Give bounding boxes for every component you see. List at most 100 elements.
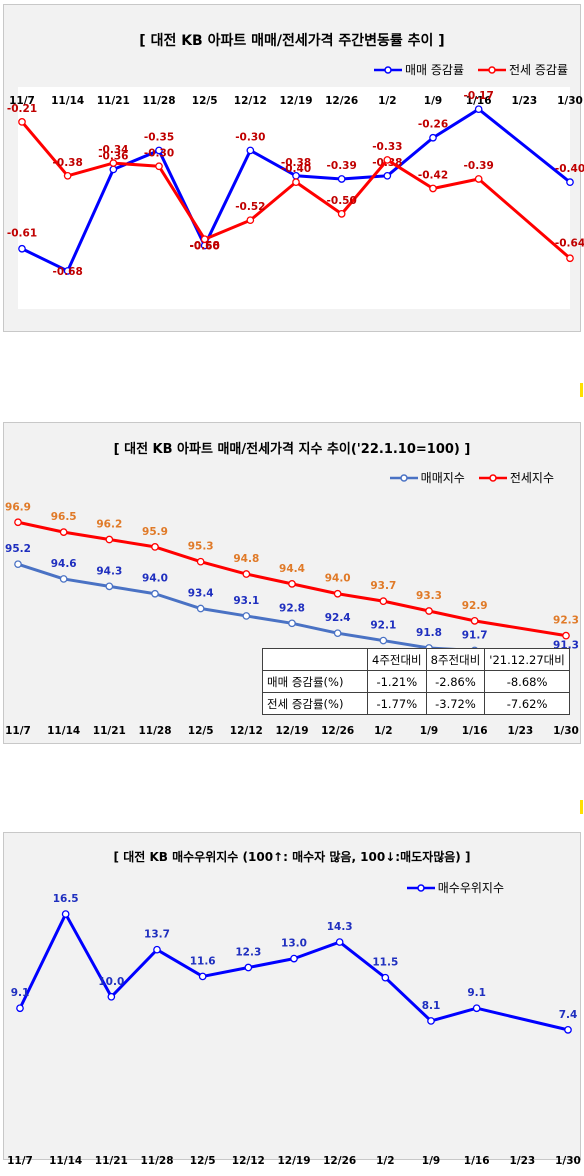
data-label: 95.3 bbox=[188, 541, 214, 553]
table-cell: -1.21% bbox=[367, 670, 427, 693]
x-tick-label: 11/7 bbox=[5, 725, 31, 737]
data-label: 16.5 bbox=[53, 893, 79, 905]
legend-label-jeonse-index: 전세지수 bbox=[509, 471, 554, 485]
x-tick-label: 1/16 bbox=[462, 725, 488, 737]
data-label: 93.4 bbox=[188, 588, 214, 600]
data-label: 11.6 bbox=[190, 955, 216, 967]
x-tick-label: 12/19 bbox=[275, 725, 308, 737]
x-tick-label: 11/21 bbox=[97, 95, 130, 107]
x-tick-label: 1/9 bbox=[420, 725, 438, 737]
data-label: -0.50 bbox=[327, 195, 357, 207]
table-cell: -8.68% bbox=[484, 670, 570, 693]
data-label: 92.4 bbox=[325, 612, 351, 624]
data-label: 93.1 bbox=[233, 595, 259, 607]
data-point bbox=[18, 244, 26, 253]
table-header-cell: 4주전대비 bbox=[367, 648, 427, 671]
x-tick-label: 11/14 bbox=[47, 725, 80, 737]
data-point bbox=[470, 617, 479, 625]
legend-item-sale-index: 매매지수 bbox=[389, 469, 465, 486]
data-label: -0.34 bbox=[98, 144, 128, 156]
data-label: 96.2 bbox=[96, 519, 122, 531]
data-point bbox=[61, 910, 70, 918]
x-tick-label: 1/16 bbox=[464, 1155, 490, 1167]
data-point bbox=[196, 557, 205, 566]
data-label: -0.38 bbox=[53, 157, 83, 169]
x-tick-label: 11/21 bbox=[93, 725, 126, 737]
chart-legend: 매매 증감률 전세 증감률 bbox=[360, 61, 568, 78]
x-tick-label: 1/2 bbox=[378, 95, 396, 107]
x-tick-label: 1/23 bbox=[507, 725, 533, 737]
legend-item-sale: 매매 증감률 bbox=[373, 61, 464, 78]
data-point bbox=[196, 604, 205, 613]
x-tick-label: 12/19 bbox=[279, 95, 312, 107]
data-point bbox=[566, 254, 574, 263]
data-point bbox=[381, 973, 390, 982]
data-label: -0.40 bbox=[281, 163, 311, 175]
data-point bbox=[109, 159, 118, 167]
x-tick-label: 11/28 bbox=[140, 1155, 173, 1167]
data-label: 7.4 bbox=[559, 1009, 578, 1021]
table-row-header: 전세 증감률(%) bbox=[262, 692, 368, 715]
data-label: 94.3 bbox=[96, 565, 122, 577]
data-label: 94.4 bbox=[279, 563, 305, 575]
data-label: 14.3 bbox=[327, 921, 353, 933]
x-tick-label: 11/7 bbox=[9, 95, 35, 107]
data-label: -0.21 bbox=[7, 103, 37, 115]
data-point bbox=[16, 1004, 24, 1013]
data-label: 13.7 bbox=[144, 929, 170, 941]
data-point bbox=[242, 612, 251, 620]
data-label: 94.8 bbox=[233, 553, 259, 565]
x-tick-label: 11/14 bbox=[51, 95, 84, 107]
price-index-chart-panel: [ 대전 KB 아파트 매매/전세가격 지수 추이('22.1.10=100) … bbox=[3, 422, 581, 744]
data-point bbox=[288, 619, 296, 628]
x-tick-label: 11/28 bbox=[142, 95, 175, 107]
highlight-mark bbox=[580, 800, 583, 814]
data-point bbox=[427, 1017, 435, 1025]
x-tick-label: 12/5 bbox=[188, 725, 214, 737]
series-line bbox=[17, 520, 567, 638]
data-label: -0.30 bbox=[235, 131, 265, 143]
data-point bbox=[379, 597, 388, 605]
weekly-change-line-chart: 11/7 11/14 11/21 11/28 12/5 12/12 12/19 12/26 1/… bbox=[7, 90, 584, 278]
data-label: 13.0 bbox=[281, 938, 307, 950]
data-point bbox=[151, 589, 159, 598]
data-point bbox=[288, 580, 296, 588]
table-row-header: 매매 증감률(%) bbox=[262, 670, 368, 693]
price-index-line-chart: 11/7 11/14 11/21 11/28 12/5 12/12 12/19 12/26 1/… bbox=[5, 501, 579, 737]
data-label: 95.2 bbox=[5, 543, 31, 555]
data-label: -0.39 bbox=[327, 160, 357, 172]
x-tick-label: 1/23 bbox=[509, 1155, 535, 1167]
data-label: -0.68 bbox=[53, 266, 83, 278]
data-point bbox=[246, 146, 255, 155]
data-point bbox=[198, 972, 207, 981]
data-point bbox=[14, 560, 22, 569]
data-point bbox=[333, 629, 342, 638]
legend-label-jeonse: 전세 증감률 bbox=[508, 63, 568, 77]
data-point bbox=[105, 535, 114, 544]
data-label: 92.8 bbox=[279, 602, 305, 614]
data-point bbox=[333, 589, 342, 598]
buyer-advantage-chart-panel: [ 대전 KB 매수우위지수 (100↑: 매수자 많음, 100↓:매도자많음… bbox=[3, 832, 581, 1167]
data-point bbox=[14, 518, 22, 527]
data-point bbox=[244, 963, 253, 972]
data-point bbox=[383, 171, 392, 180]
data-label: -0.58 bbox=[190, 240, 220, 252]
table-cell: -3.72% bbox=[425, 692, 486, 715]
data-point bbox=[200, 235, 209, 244]
table-row: 매매 증감률(%) -1.21% -2.86% -8.68% bbox=[262, 670, 570, 693]
data-point bbox=[155, 162, 163, 171]
data-point bbox=[63, 267, 72, 275]
plot-area bbox=[18, 87, 570, 309]
data-label: 95.9 bbox=[142, 526, 168, 538]
data-point bbox=[63, 171, 72, 180]
data-point bbox=[107, 992, 116, 1001]
data-label: 92.1 bbox=[370, 620, 396, 632]
x-tick-label: 12/12 bbox=[232, 1155, 265, 1167]
x-tick-label: 1/16 bbox=[466, 95, 492, 107]
data-label: -0.40 bbox=[555, 163, 584, 175]
data-label: -0.26 bbox=[418, 119, 448, 131]
legend-marker-sale-index bbox=[389, 473, 418, 482]
x-tick-label: 12/26 bbox=[325, 95, 358, 107]
table-header-row: 4주전대비 8주전대비 '21.12.27대비 bbox=[262, 648, 570, 671]
data-label: 9.1 bbox=[467, 987, 486, 999]
